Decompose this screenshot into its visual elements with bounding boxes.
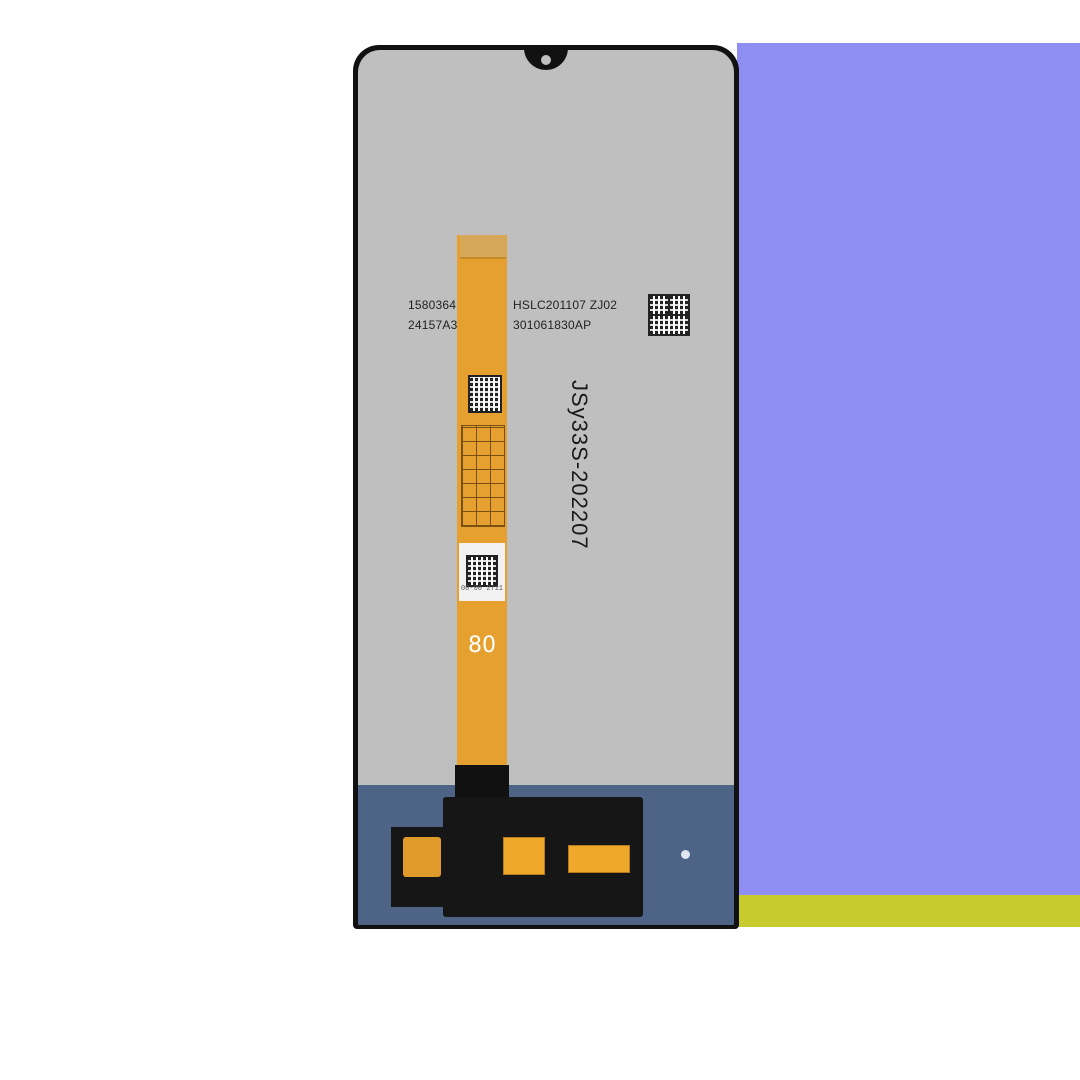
plate-dot (681, 850, 690, 859)
driver-chip-gold (568, 845, 630, 873)
flex-label-text: 00-00 2711 (460, 585, 503, 593)
flex-test-grid (461, 425, 505, 527)
background-violet-block (737, 43, 1080, 895)
driver-chip-gold (503, 837, 545, 875)
background-yellow-strip (737, 895, 1080, 927)
qr-code-small-1 (648, 294, 670, 316)
batch-code-line-2-left: 24157A3 (408, 318, 458, 332)
flex-connector-top (460, 235, 506, 259)
qr-code-small-2 (668, 294, 690, 316)
camera-hole (541, 55, 551, 65)
panel-model-code: JSy33S-202207 (567, 380, 592, 550)
batch-code-line-1-left: 1580364 (408, 298, 457, 312)
gold-connector-pad (403, 837, 441, 877)
panel-back-surface: 1580364 HSLC201107 ZJ02 24157A3 30106183… (358, 50, 734, 925)
flex-number: 80 (468, 633, 496, 658)
batch-code-line-2-right: 301061830AP (513, 318, 592, 332)
flex-qr-label (468, 375, 502, 413)
batch-code-line-1-right: HSLC201107 ZJ02 (513, 298, 618, 312)
flex-label-qr (466, 555, 498, 587)
lcd-panel: 1580364 HSLC201107 ZJ02 24157A3 30106183… (353, 45, 739, 929)
qr-code-small-3 (648, 314, 690, 336)
